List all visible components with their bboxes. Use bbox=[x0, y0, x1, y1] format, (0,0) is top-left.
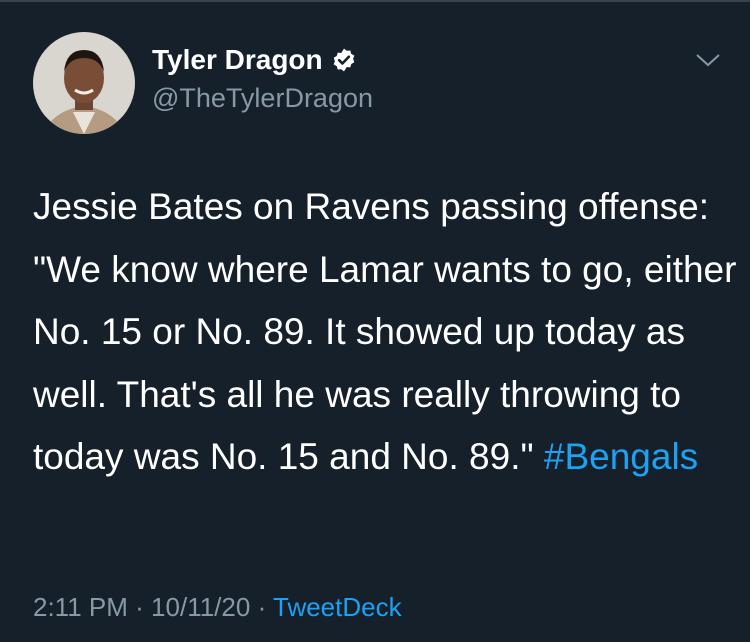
author-name-row: Tyler Dragon bbox=[152, 44, 357, 76]
tweet-body: Jessie Bates on Ravens passing offense: … bbox=[33, 186, 737, 477]
avatar[interactable] bbox=[33, 32, 135, 134]
date[interactable]: 10/11/20 bbox=[151, 592, 251, 622]
author-handle[interactable]: @TheTylerDragon bbox=[152, 83, 373, 113]
divider bbox=[0, 0, 750, 2]
source[interactable]: TweetDeck bbox=[273, 592, 402, 622]
tweet-meta: 2:11 PM · 10/11/20 · TweetDeck bbox=[33, 592, 402, 623]
time[interactable]: 2:11 PM bbox=[33, 592, 128, 622]
verified-badge bbox=[333, 48, 354, 72]
author-name[interactable]: Tyler Dragon bbox=[152, 44, 323, 75]
separator: · bbox=[257, 592, 267, 622]
separator: · bbox=[135, 592, 144, 622]
menu-chevron[interactable] bbox=[694, 50, 722, 70]
hashtag[interactable]: #Bengals bbox=[543, 436, 699, 477]
tweet-text: Jessie Bates on Ravens passing offense: … bbox=[33, 176, 738, 489]
